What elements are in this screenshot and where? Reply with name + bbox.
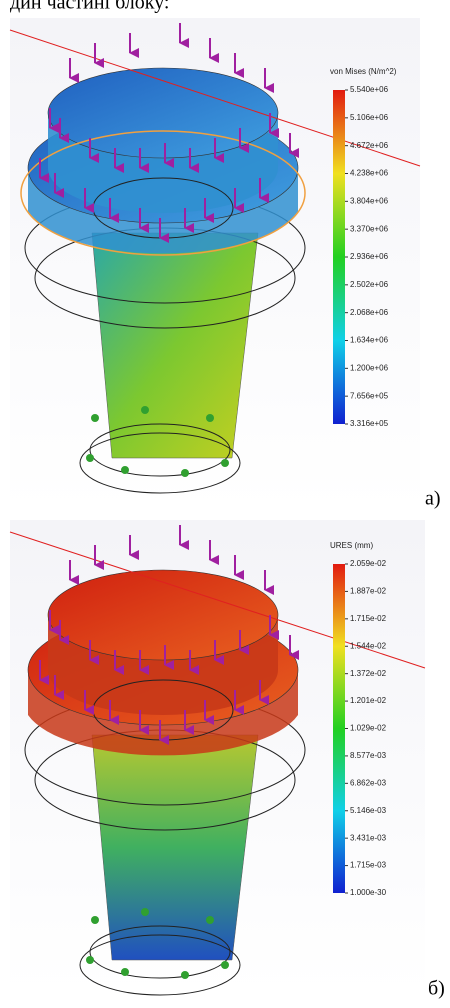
fixture [206,916,214,924]
legend-label: 2.059e-02 [350,559,387,568]
legend-label: 3.316e+05 [350,419,389,428]
fixture [86,956,94,964]
fixture [86,454,94,462]
legend-label: 1.029e-02 [350,724,387,733]
legend-label: 6.862e-03 [350,778,387,787]
legend-label: 7.656e+05 [350,391,389,400]
legend-label: 1.201e-02 [350,696,387,705]
fixture [221,961,229,969]
legend-label: 2.936e+06 [350,252,389,261]
legend-label: 1.000e-30 [350,888,387,897]
legend-label: 4.672e+06 [350,141,389,150]
legend-label: 1.887e-02 [350,587,387,596]
fixture [91,414,99,422]
figure-label: б) [428,978,445,1000]
color-bar [333,90,345,424]
fixture [181,971,189,979]
legend-label: 1.544e-02 [350,641,387,650]
legend-title: URES (mm) [330,541,373,550]
legend-label: 1.715e-02 [350,614,387,623]
fixture [141,908,149,916]
fixture [221,459,229,467]
legend-label: 3.431e-03 [350,833,387,842]
legend-label: 1.715e-03 [350,861,387,870]
figure-label: а) [425,488,441,510]
figure-page: дин частині блоку: von Mises (N/m^2) 5.54… [0,0,450,1003]
fixture [121,466,129,474]
legend-label: 5.146e-03 [350,806,387,815]
fixture [206,414,214,422]
hub-top [48,68,278,158]
legend-label: 1.372e-02 [350,669,387,678]
legend-label: 3.370e+06 [350,224,389,233]
fixture [91,916,99,924]
legend-label: 5.540e+06 [350,85,389,94]
page: дин частині блоку: von Mises (N/m^2) 5.54… [0,0,450,1003]
legend-title: von Mises (N/m^2) [330,67,397,76]
legend-label: 1.634e+06 [350,336,389,345]
legend-label: 2.068e+06 [350,308,389,317]
fixture [121,968,129,976]
header-text: дин частині блоку: [10,0,169,14]
hub-top [48,570,278,660]
fixture [141,406,149,414]
legend-label: 3.804e+06 [350,196,389,205]
legend-label: 2.502e+06 [350,280,389,289]
color-bar [333,564,345,893]
legend-label: 4.238e+06 [350,169,389,178]
legend-label: 1.200e+06 [350,363,389,372]
fixture [181,469,189,477]
legend-label: 5.106e+06 [350,113,389,122]
legend-label: 8.577e-03 [350,751,387,760]
